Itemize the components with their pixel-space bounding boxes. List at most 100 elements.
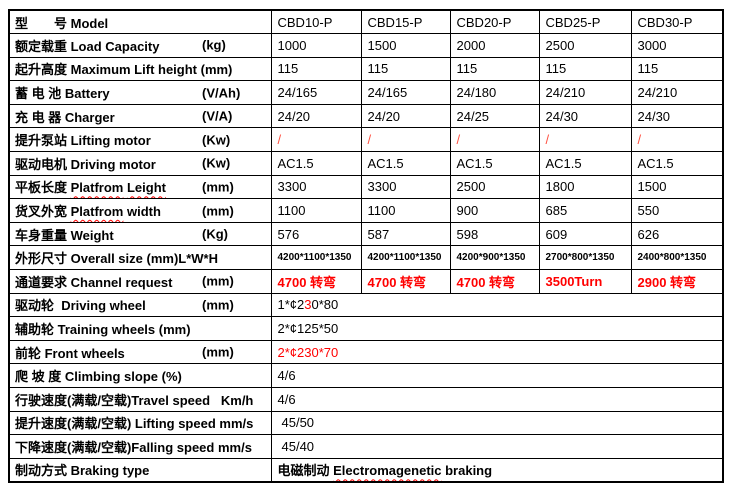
row-unit: (mm)	[202, 203, 234, 219]
spec-value-cell: 4200*1100*1350	[270, 245, 362, 271]
row-label: 下降速度(满载/空载)Falling speed	[15, 439, 218, 455]
row-falling-speed: 下降速度(满载/空载)Falling speed mm/s 45/40	[8, 434, 724, 459]
row-unit: (Kg)	[202, 226, 228, 242]
spec-value: 2500	[545, 37, 575, 53]
row-lift-height: 起升高度 Maximum Lift height (mm) 115 115 11…	[8, 56, 724, 82]
row-overall-size: 外形尺寸 Overall size (mm)L*W*H 4200*1100*13…	[8, 245, 724, 271]
spec-value-cell: 115	[449, 56, 540, 82]
spec-value-cell: 1100	[270, 198, 362, 223]
row-label: 充 电 器 Charger	[15, 109, 115, 125]
spec-value: 24/180	[456, 85, 497, 101]
row-battery: 蓄 电 池 Battery (V/Ah) 24/165 24/165 24/180…	[8, 80, 724, 105]
spec-value: 24/30	[637, 108, 671, 124]
spec-label-cell: 提升泵站 Lifting motor (Kw)	[8, 127, 272, 153]
spec-value: 4200*1100*1350	[367, 252, 442, 264]
misspelled-word: Electromagenetic	[333, 463, 442, 479]
spec-label-cell: 爬 坡 度 Climbing slope (%)	[8, 363, 272, 388]
row-label: width	[123, 204, 161, 220]
merged-value-cell: 4/6	[270, 387, 724, 412]
model-name: CBD25-P	[545, 14, 601, 30]
row-driving-motor: 驱动电机 Driving motor (Kw) AC1.5 AC1.5 AC1.5…	[8, 151, 724, 176]
spec-table: 型 号 Model CBD10-P CBD15-P CBD20-P CBD25-…	[8, 9, 724, 483]
row-unit: mm/s	[217, 439, 252, 455]
row-label: 通道要求 Channel request	[15, 274, 173, 290]
spec-value-cell: 1000	[270, 33, 362, 58]
spec-value: 24/210	[637, 85, 678, 101]
spec-value-cell: 3300	[360, 174, 451, 200]
spec-value-cell: 115	[360, 56, 451, 82]
misspelled-word: Platfrom	[70, 180, 124, 196]
row-unit: mm/s	[219, 416, 254, 432]
spec-value: 550	[637, 203, 660, 219]
spec-value: 1000	[277, 37, 307, 53]
spec-value-cell: 24/20	[360, 103, 451, 129]
spec-value: 115	[545, 61, 567, 77]
row-label: 驱动轮 Driving wheel	[15, 298, 146, 314]
spec-value: 24/20	[367, 108, 401, 124]
spec-value: /	[637, 132, 642, 148]
spec-value-cell: AC1.5	[449, 151, 540, 176]
spec-value-cell: 24/165	[270, 80, 362, 105]
spec-value-cell: 115	[538, 56, 632, 82]
row-weight: 车身重量 Weight (Kg) 576 587 598 609 626	[8, 221, 724, 247]
row-load-capacity: 额定载重 Load Capacity (kg) 1000 1500 2000 25…	[8, 33, 724, 58]
spec-label-cell: 下降速度(满载/空载)Falling speed mm/s	[8, 434, 272, 459]
row-lifting-motor: 提升泵站 Lifting motor (Kw) / / / / /	[8, 127, 724, 153]
spec-label-cell: 驱动电机 Driving motor (Kw)	[8, 151, 272, 176]
spec-value: 电磁制动	[277, 463, 334, 479]
merged-value-cell: 2*¢125*50	[270, 316, 724, 341]
spec-label-cell: 平板长度 Platfrom Leight (mm)	[8, 174, 272, 200]
spec-value-cell: /	[360, 127, 451, 153]
row-label: 辅助轮 Training wheels (mm)	[15, 322, 191, 338]
spec-value: 626	[637, 226, 660, 242]
row-charger: 充 电 器 Charger (V/A) 24/20 24/20 24/25 24/…	[8, 103, 724, 129]
spec-value: AC1.5	[637, 155, 674, 171]
model-name: CBD30-P	[637, 14, 693, 30]
merged-value-cell: 1*¢230*80	[270, 292, 724, 318]
spec-value-cell: 550	[630, 198, 724, 223]
spec-label-cell: 提升速度(满载/空载) Lifting speed mm/s	[8, 410, 272, 436]
merged-value-cell: 4/6	[270, 363, 724, 388]
spec-value: 576	[277, 226, 300, 242]
spec-value-cell: 4200*1100*1350	[360, 245, 451, 271]
spec-value-cell: 2000	[449, 33, 540, 58]
spec-value: 24/165	[277, 85, 318, 101]
row-unit: (mm)	[202, 297, 234, 313]
spec-value: 115	[277, 61, 299, 77]
spec-value: 1*¢2	[277, 297, 305, 313]
spec-label-cell: 起升高度 Maximum Lift height (mm)	[8, 56, 272, 82]
spec-value-cell: 4200*900*1350	[449, 245, 540, 271]
spec-value: 685	[545, 203, 568, 219]
spec-value-cell: 24/30	[538, 103, 632, 129]
spec-value: 2400*800*1350	[637, 252, 707, 264]
spec-value: /	[545, 132, 550, 148]
merged-value-cell: 45/50	[270, 410, 724, 436]
spec-value-cell: AC1.5	[538, 151, 632, 176]
spec-value-cell: 1100	[360, 198, 451, 223]
spec-value: 587	[367, 226, 390, 242]
row-label: 车身重量 Weight	[15, 227, 114, 243]
spec-value-cell: 626	[630, 221, 724, 247]
spec-value-cell: 598	[449, 221, 540, 247]
spec-value: 4700 转弯	[367, 274, 427, 290]
spec-value: 1800	[545, 179, 575, 195]
spec-label-cell: 行驶速度(满载/空载)Travel speed Km/h	[8, 387, 272, 412]
spec-value: 2000	[456, 37, 486, 53]
spec-label-cell: 通道要求 Channel request (mm)	[8, 269, 272, 294]
model-header-cell: 型 号 Model	[8, 9, 272, 35]
spec-value: 598	[456, 226, 479, 242]
row-lifting-speed: 提升速度(满载/空载) Lifting speed mm/s 45/50	[8, 410, 724, 436]
spec-value: 4200*900*1350	[456, 252, 526, 264]
row-channel-request: 通道要求 Channel request (mm) 4700 转弯 4700 转弯…	[8, 269, 724, 294]
row-platform-width: 货叉外宽 Platfrom width (mm) 1100 1100 900 68…	[8, 198, 724, 223]
spec-value-cell: 24/210	[630, 80, 724, 105]
spec-value: 3500Turn	[545, 273, 603, 289]
spec-value: 24/20	[277, 108, 311, 124]
spec-value-cell: 24/25	[449, 103, 540, 129]
merged-value-cell: 电磁制动 Electromagenetic braking	[270, 457, 724, 483]
spec-value: 3300	[367, 179, 397, 195]
model-name-cell: CBD25-P	[538, 9, 632, 35]
spec-value-cell: 685	[538, 198, 632, 223]
spec-value-red-digit: 3	[304, 297, 312, 313]
spec-value-cell: /	[270, 127, 362, 153]
